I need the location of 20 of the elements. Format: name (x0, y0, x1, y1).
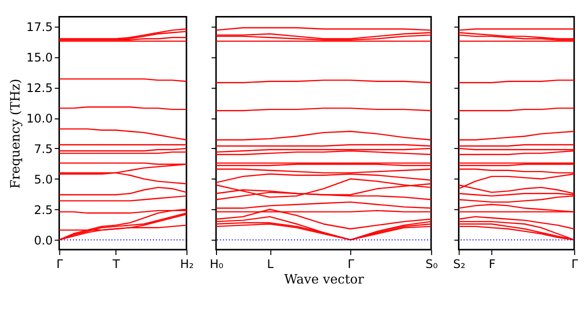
x-tick-label: L (267, 256, 274, 271)
x-tick-label: S₀ (425, 256, 438, 271)
y-tick-label: 0.0 (34, 233, 53, 248)
y-tick-label: 12.5 (26, 80, 53, 95)
x-tick-label: Γ (56, 256, 64, 271)
y-tick-label: 10.0 (26, 111, 53, 126)
x-tick-label: Γ (348, 256, 355, 271)
x-axis-title: Wave vector (284, 272, 365, 288)
x-tick-label: F (488, 256, 496, 271)
y-tick-label: 7.5 (34, 142, 53, 156)
x-tick-label: H₀ (210, 256, 224, 271)
y-tick-label: 2.5 (34, 202, 53, 217)
x-tick-label: S₂ (453, 256, 466, 271)
y-tick-label: 5.0 (34, 172, 53, 186)
y-axis-title: Frequency (THz) (8, 78, 24, 189)
x-tick-label: H₂ (180, 256, 194, 271)
y-tick-label: 17.5 (26, 20, 53, 34)
x-tick-label: Γ (571, 256, 578, 271)
y-tick-label: 15.0 (26, 50, 53, 64)
x-tick-label: T (112, 256, 121, 271)
